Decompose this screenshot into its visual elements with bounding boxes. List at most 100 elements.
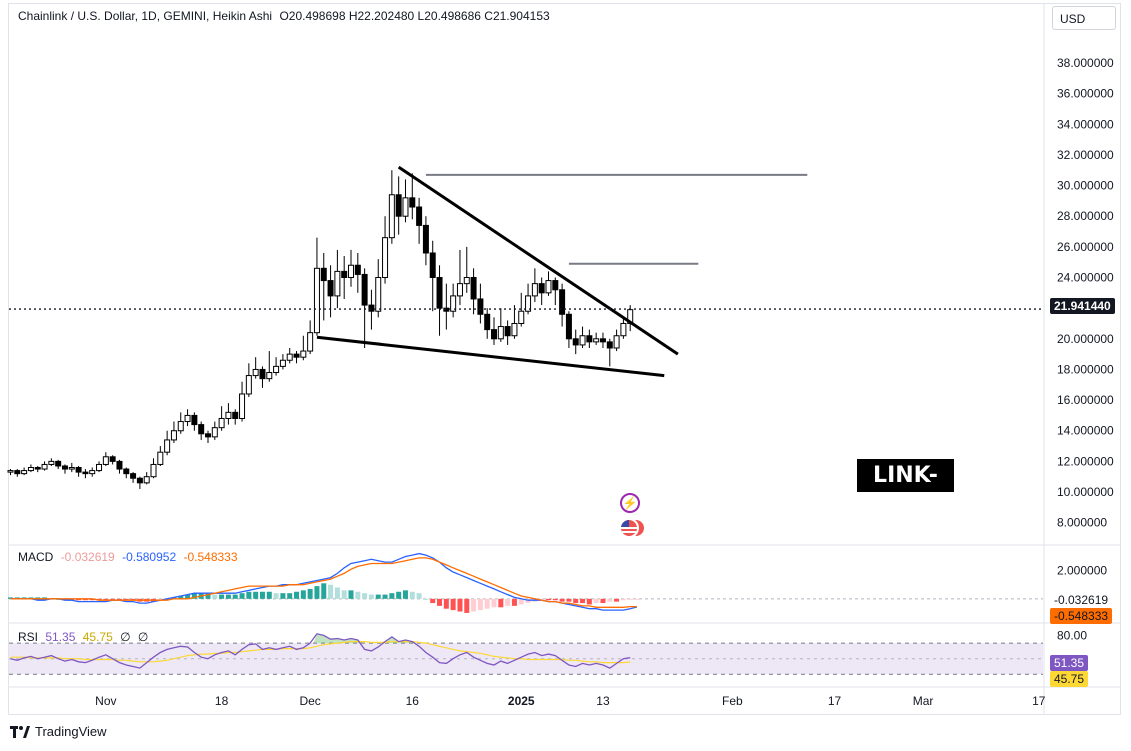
- candle-body: [82, 471, 89, 475]
- macd-histogram-bar: [96, 598, 102, 601]
- rsi-tick-label: 80.00: [1057, 628, 1087, 642]
- candle-body: [286, 353, 293, 361]
- macd-histogram-bar: [518, 598, 524, 605]
- candle-body: [184, 414, 191, 423]
- macd-histogram-bar: [205, 593, 211, 599]
- macd-histogram-bar: [259, 591, 265, 599]
- candle-body: [164, 439, 171, 453]
- candle-body: [273, 365, 280, 374]
- macd-histogram-bar: [294, 591, 300, 599]
- candle-body: [511, 322, 518, 337]
- macd-histogram-bar: [76, 598, 82, 601]
- us-flag-event-icon[interactable]: [619, 518, 639, 538]
- candle-body: [252, 368, 259, 377]
- candle-body: [395, 194, 402, 217]
- candle-body: [429, 252, 436, 279]
- time-tick-label: Feb: [722, 694, 743, 708]
- chart-frame: [8, 3, 1121, 715]
- macd-histogram-bar: [328, 584, 334, 599]
- macd-histogram-bar: [586, 598, 592, 605]
- candle-body: [504, 326, 511, 337]
- candle-body: [300, 350, 307, 358]
- macd-histogram-bar: [627, 598, 633, 600]
- macd-histogram-bar: [89, 598, 95, 601]
- candle-body: [307, 332, 314, 352]
- candle-body: [191, 414, 198, 426]
- macd-histogram-bar: [464, 598, 470, 613]
- time-tick-label: 18: [215, 694, 229, 708]
- macd-histogram-bar: [8, 597, 13, 599]
- macd-histogram-bar: [219, 594, 225, 599]
- upper-trendline: [397, 165, 679, 356]
- time-tick-label: 16: [406, 694, 420, 708]
- candle-body: [559, 289, 566, 315]
- macd-signal-line: [10, 557, 637, 608]
- candle-body: [470, 277, 477, 300]
- macd-histogram-bar: [620, 598, 626, 601]
- candle-body: [334, 270, 341, 297]
- macd-histogram-bar: [484, 598, 490, 609]
- candle-body: [443, 307, 450, 312]
- macd-histogram-bar: [157, 598, 163, 601]
- candle-body: [525, 295, 532, 312]
- macd-signal-tag: -0.548333: [1050, 608, 1113, 624]
- macd-histogram-bar: [545, 598, 551, 601]
- candle-body: [239, 393, 246, 419]
- tradingview-logo-icon: [10, 725, 30, 738]
- macd-histogram-bar: [477, 598, 483, 611]
- candle-body: [518, 310, 525, 324]
- candle-body: [198, 424, 205, 435]
- tradingview-brand[interactable]: TradingView: [10, 724, 107, 739]
- macd-histogram-bar: [430, 598, 436, 604]
- lightning-event-icon[interactable]: ⚡: [620, 493, 640, 513]
- macd-legend: MACD -0.032619 -0.580952 -0.548333: [18, 550, 242, 564]
- candle-body: [218, 417, 225, 429]
- candle-body: [341, 270, 348, 279]
- candle-body: [572, 338, 579, 346]
- macd-histogram-bar: [225, 594, 231, 599]
- macd-histogram-bar: [559, 598, 565, 602]
- macd-title: MACD: [18, 550, 54, 564]
- time-tick-label: Dec: [299, 694, 320, 708]
- macd-histogram-bar: [14, 597, 20, 599]
- price-tick-label: 38.000000: [1057, 56, 1114, 70]
- currency-selector[interactable]: USD: [1052, 6, 1116, 30]
- candle-body: [565, 313, 572, 340]
- price-tick-label: 24.000000: [1057, 271, 1114, 285]
- candle-body: [157, 451, 164, 465]
- candle-body: [450, 295, 457, 312]
- price-tick-label: 32.000000: [1057, 148, 1114, 162]
- macd-histogram-bar: [246, 591, 252, 599]
- price-tick-label: 36.000000: [1057, 87, 1114, 101]
- macd-line-value: -0.580952: [122, 550, 177, 564]
- candle-body: [96, 463, 103, 472]
- macd-histogram-bar: [368, 594, 374, 599]
- candle-body: [545, 280, 552, 294]
- ohlc-values: O20.498698 H22.202480 L20.498686 C21.904…: [279, 9, 550, 23]
- macd-histogram-bar: [62, 598, 68, 601]
- rsi-ma-tag: 45.75: [1050, 671, 1089, 687]
- macd-histogram-bar: [341, 590, 347, 599]
- macd-histogram-bar: [280, 593, 286, 599]
- macd-histogram-bar: [178, 596, 184, 599]
- rsi-title: RSI: [18, 630, 39, 644]
- macd-histogram-bar: [437, 598, 443, 606]
- candle-body: [34, 467, 41, 470]
- candle-body: [327, 280, 334, 297]
- macd-histogram-bar: [505, 598, 511, 606]
- macd-histogram-bar: [593, 598, 599, 604]
- macd-histogram-bar: [457, 598, 463, 612]
- macd-histogram-bar: [171, 597, 177, 599]
- price-tick-label: 10.000000: [1057, 485, 1114, 499]
- rsi-overbought-fill: [313, 633, 416, 644]
- candle-body: [361, 273, 368, 306]
- candle-body: [382, 237, 389, 279]
- candle-body: [579, 335, 586, 346]
- candle-body: [259, 368, 266, 380]
- macd-histogram-bar: [287, 593, 293, 599]
- macd-histogram-bar: [525, 598, 531, 604]
- brand-name: TradingView: [35, 724, 107, 739]
- macd-histogram-bar: [130, 598, 136, 601]
- macd-histogram-bar: [239, 593, 245, 599]
